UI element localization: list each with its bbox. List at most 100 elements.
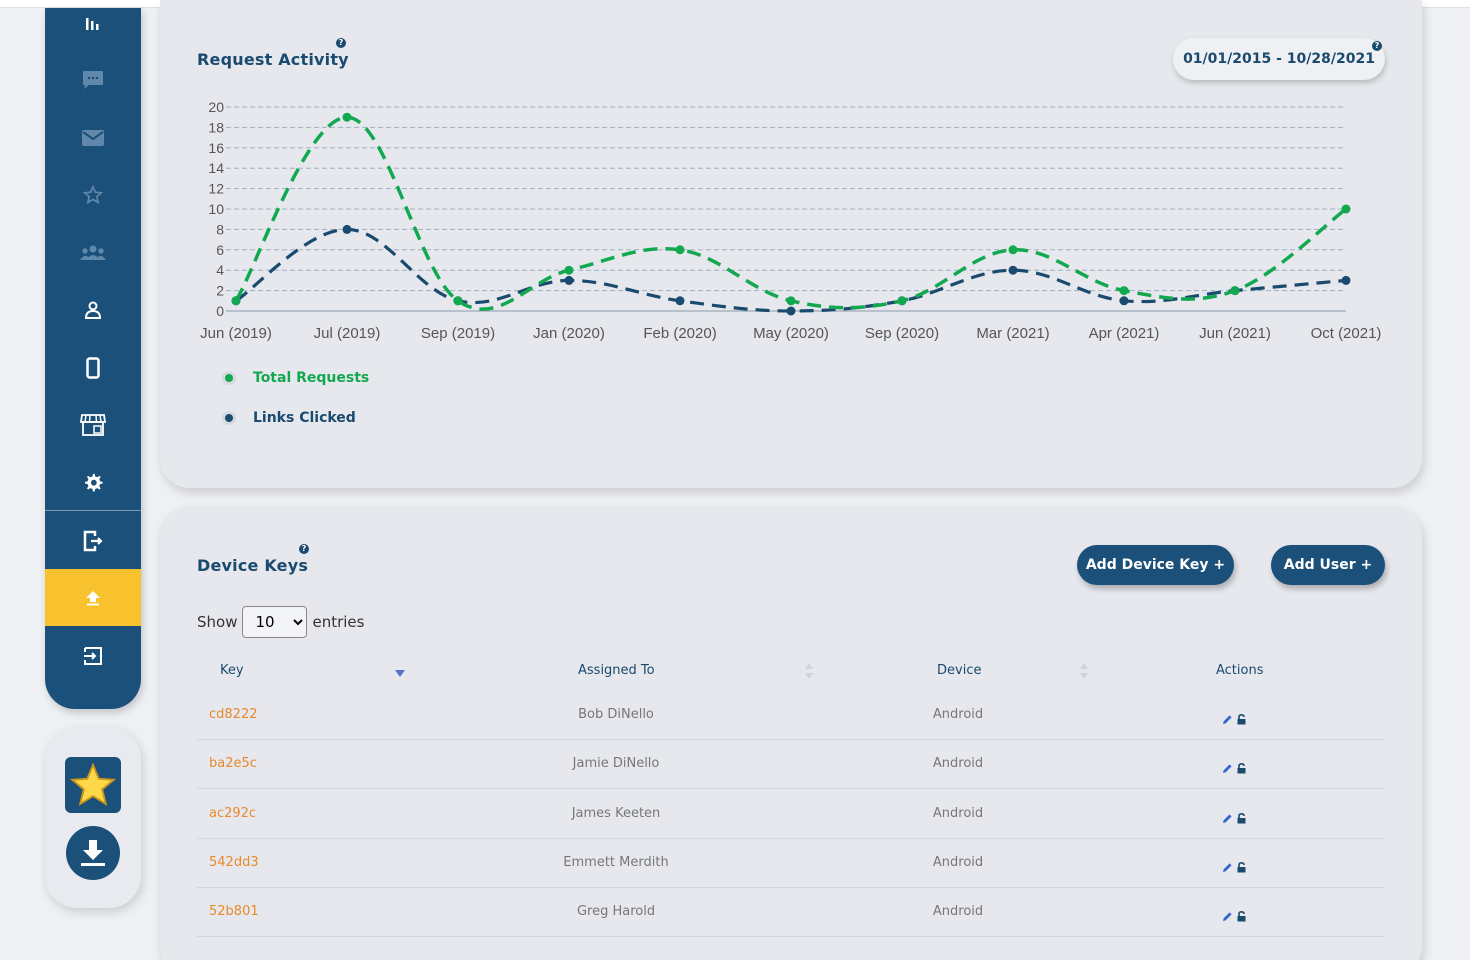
- unlock-icon[interactable]: [1237, 813, 1246, 824]
- sidebar: [45, 8, 141, 709]
- device-keys-help-icon[interactable]: ?: [299, 544, 309, 554]
- page-size-control: Show 10 entries: [197, 606, 364, 638]
- x-tick-label: Jul (2019): [314, 325, 381, 342]
- user-icon: [84, 301, 102, 319]
- sidebar-item-messages[interactable]: [45, 51, 141, 108]
- table-row: cd8222 Bob DiNello Android: [197, 691, 1385, 740]
- sidebar-item-store[interactable]: [45, 396, 141, 453]
- x-tick-label: Sep (2020): [865, 325, 939, 342]
- table-row: ac292c James Keeten Android: [197, 790, 1385, 839]
- legend-links-clicked[interactable]: Links Clicked: [222, 410, 356, 426]
- key-cell[interactable]: ac292c: [209, 806, 257, 821]
- sidebar-item-groups[interactable]: [45, 224, 141, 281]
- data-point: [1341, 275, 1351, 285]
- edit-icon[interactable]: [1222, 862, 1233, 873]
- sidebar-item-profile[interactable]: [45, 281, 141, 338]
- x-tick-label: Jan (2020): [533, 325, 605, 342]
- unlock-icon[interactable]: [1237, 714, 1246, 725]
- column-header-actions: Actions: [1216, 663, 1264, 678]
- y-tick-label: 0: [216, 303, 224, 319]
- date-range-help-icon[interactable]: ?: [1372, 41, 1382, 51]
- sidebar-divider: [45, 510, 141, 511]
- show-label: Show: [197, 613, 238, 631]
- data-point: [675, 245, 685, 255]
- x-tick-label: Apr (2021): [1089, 325, 1160, 342]
- mobile-icon: [86, 356, 100, 379]
- y-tick-label: 16: [208, 140, 224, 156]
- data-point: [453, 296, 463, 306]
- key-cell[interactable]: ba2e5c: [209, 756, 257, 771]
- download-app-button[interactable]: [66, 826, 120, 880]
- edit-icon[interactable]: [1222, 763, 1233, 774]
- key-cell[interactable]: 52b801: [209, 904, 259, 919]
- date-range-picker[interactable]: 01/01/2015 - 10/28/2021: [1173, 38, 1385, 80]
- y-tick-label: 14: [208, 160, 224, 176]
- row-actions: [1222, 813, 1246, 824]
- y-tick-label: 6: [216, 242, 224, 258]
- data-point: [1119, 296, 1129, 306]
- page-size-select[interactable]: 10: [242, 606, 308, 638]
- sidebar-item-favorites[interactable]: [45, 166, 141, 223]
- x-tick-label: Mar (2021): [976, 325, 1049, 342]
- request-activity-chart: 0 2 4 6 8 10 12 14 16 18 20 Jun (2019) Jul (2019) Sep…: [200, 99, 1381, 342]
- data-point: [342, 224, 352, 234]
- table-row: ba2e5c Jamie DiNello Android: [197, 740, 1385, 789]
- store-icon: [80, 413, 106, 436]
- sidebar-item-login[interactable]: [45, 627, 141, 684]
- sidebar-item-export[interactable]: [45, 512, 141, 569]
- data-point: [1119, 286, 1129, 296]
- key-cell[interactable]: 542dd3: [209, 855, 259, 870]
- data-point: [1008, 245, 1018, 255]
- legend-total-requests[interactable]: Total Requests: [222, 370, 369, 386]
- y-tick-label: 20: [208, 99, 224, 115]
- table-row: 52b801 Greg Harold Android: [197, 888, 1385, 937]
- edit-icon[interactable]: [1222, 813, 1233, 824]
- app-launcher: [45, 727, 141, 908]
- y-tick-label: 12: [208, 181, 224, 197]
- upload-icon: [86, 590, 100, 605]
- y-tick-label: 18: [208, 119, 224, 135]
- row-actions: [1222, 911, 1246, 922]
- sort-both-icon[interactable]: [1079, 662, 1089, 680]
- users-icon: [80, 245, 106, 260]
- sort-both-icon[interactable]: [804, 662, 814, 680]
- mail-icon: [82, 129, 104, 146]
- y-tick-label: 10: [208, 201, 224, 217]
- unlock-icon[interactable]: [1237, 862, 1246, 873]
- column-header-key[interactable]: Key: [220, 663, 244, 678]
- x-tick-label: Jun (2021): [1199, 325, 1271, 342]
- edit-icon[interactable]: [1222, 911, 1233, 922]
- x-tick-label: Feb (2020): [643, 325, 716, 342]
- edit-icon[interactable]: [1222, 714, 1233, 725]
- chat-icon: [83, 70, 103, 89]
- sort-desc-icon[interactable]: [395, 669, 405, 687]
- column-header-assigned[interactable]: Assigned To: [578, 663, 655, 678]
- unlock-icon[interactable]: [1237, 763, 1246, 774]
- legend-dot-blue: [222, 411, 236, 425]
- add-user-button[interactable]: Add User +: [1271, 545, 1385, 585]
- date-range-text: 01/01/2015 - 10/28/2021: [1183, 51, 1375, 67]
- login-icon: [84, 646, 102, 665]
- row-actions: [1222, 763, 1246, 774]
- table-row: 542dd3 Emmett Merdith Android: [197, 839, 1385, 888]
- favorites-app-button[interactable]: [65, 757, 121, 813]
- sidebar-item-devices[interactable]: [45, 339, 141, 396]
- key-cell[interactable]: cd8222: [209, 707, 258, 722]
- x-tick-label: Jun (2019): [200, 325, 272, 342]
- data-point: [231, 296, 241, 306]
- sidebar-item-upload[interactable]: [45, 569, 141, 626]
- chart-title: Request Activity: [197, 50, 349, 69]
- gear-icon: [85, 473, 103, 491]
- chart-help-icon[interactable]: ?: [336, 38, 346, 48]
- sidebar-item-mail[interactable]: [45, 109, 141, 166]
- add-device-key-button[interactable]: Add Device Key +: [1077, 545, 1234, 585]
- series-line: [234, 115, 1348, 311]
- unlock-icon[interactable]: [1237, 911, 1246, 922]
- column-header-device[interactable]: Device: [937, 663, 982, 678]
- sidebar-item-settings[interactable]: [45, 454, 141, 511]
- x-tick-label: Sep (2019): [421, 325, 495, 342]
- sidebar-item-analytics[interactable]: [45, 0, 141, 51]
- y-tick-label: 8: [216, 221, 224, 237]
- data-point: [897, 296, 907, 306]
- star-icon: [83, 184, 103, 204]
